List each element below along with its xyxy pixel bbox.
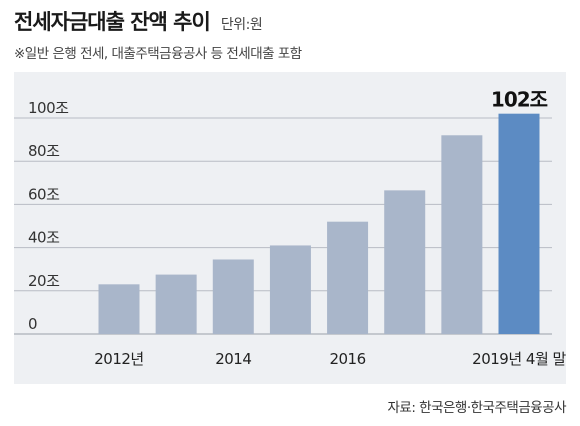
y-tick-label: 60조	[28, 185, 60, 203]
y-tick-label: 40조	[28, 229, 60, 247]
x-tick-label: 2016	[329, 350, 365, 368]
unit-label: 단위:원	[220, 17, 263, 33]
bar-2018	[441, 135, 483, 334]
bar-2019년 4월	[498, 113, 540, 335]
x-tick-label: 2014	[215, 350, 251, 368]
chart-header: 전세자금대출 잔액 추이 단위:원 ※일반 은행 전세, 대출주택금융공사 등 …	[14, 6, 302, 62]
bar-2017	[384, 190, 426, 334]
bar-chart: 0 20조 40조 60조 80조 100조 2012년 2014 2016 102조 2019년 …	[14, 88, 566, 368]
y-tick-label: 0	[28, 315, 37, 333]
data-label: 102조	[491, 88, 548, 112]
y-tick-label: 20조	[28, 272, 60, 290]
chart-panel: 0 20조 40조 60조 80조 100조 2012년 2014 2016 102조 2019년 …	[14, 72, 566, 384]
y-tick-label: 80조	[28, 142, 60, 160]
bar-2016	[327, 221, 369, 334]
bar-2014	[212, 259, 254, 334]
chart-title: 전세자금대출 잔액 추이	[14, 10, 211, 34]
y-tick-label: 100조	[28, 99, 69, 117]
bar-2013	[155, 274, 197, 334]
chart-subtitle: ※일반 은행 전세, 대출주택금융공사 등 전세대출 포함	[14, 46, 302, 62]
x-tick-label: 2012년	[94, 350, 143, 368]
source-note: 자료: 한국은행·한국주택금융공사	[387, 400, 566, 416]
bar-2015	[269, 245, 311, 334]
bar-2012	[98, 284, 140, 334]
x-tick-label: 2019년 4월 말	[472, 350, 566, 368]
